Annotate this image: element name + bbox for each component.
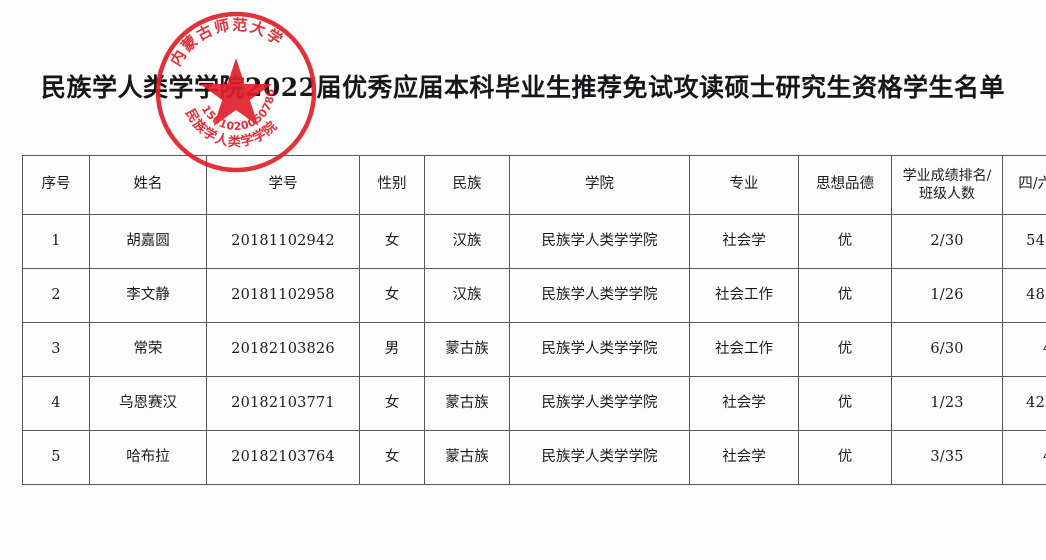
- cell-ethnicity: 蒙古族: [424, 430, 510, 485]
- cell-student-id: 20182103771: [206, 376, 360, 431]
- cell-seq: 2: [22, 268, 90, 323]
- column-header-rank-line1: 学业成绩排名/: [902, 167, 992, 184]
- column-header-seq: 序号: [22, 155, 90, 215]
- cell-ethnicity: 汉族: [424, 268, 510, 323]
- cell-name: 常荣: [89, 322, 207, 377]
- cell-seq: 1: [22, 214, 90, 269]
- cell-ethnicity: 蒙古族: [424, 322, 510, 377]
- svg-text:民族学人类学学院: 民族学人类学学院: [182, 107, 281, 150]
- cell-college: 民族学人类学学院: [509, 376, 690, 431]
- cell-student-id: 20182103764: [206, 430, 360, 485]
- table-body: 1胡嘉圆20181102942女汉族民族学人类学学院社会学优2/30549/45…: [22, 214, 1046, 485]
- table-row: 1胡嘉圆20181102942女汉族民族学人类学学院社会学优2/30549/45…: [22, 214, 1046, 269]
- cell-college: 民族学人类学学院: [509, 322, 690, 377]
- cell-cet: 483/447: [1002, 268, 1046, 323]
- cell-college: 民族学人类学学院: [509, 268, 690, 323]
- cell-seq: 5: [22, 430, 90, 485]
- cell-major: 社会工作: [689, 268, 799, 323]
- cell-college: 民族学人类学学院: [509, 214, 690, 269]
- cell-name: 胡嘉圆: [89, 214, 207, 269]
- cell-morality: 优: [798, 268, 892, 323]
- cell-rank: 1/26: [891, 268, 1003, 323]
- cell-seq: 4: [22, 376, 90, 431]
- cell-cet: 549/458: [1002, 214, 1046, 269]
- table-header: 序号 姓名 学号 性别 民族 学院 专业 思想品德 学业成绩排名/ 班级人数 四…: [22, 155, 1046, 215]
- cell-morality: 优: [798, 322, 892, 377]
- cell-gender: 女: [359, 268, 425, 323]
- student-table: 序号 姓名 学号 性别 民族 学院 专业 思想品德 学业成绩排名/ 班级人数 四…: [22, 155, 1046, 485]
- cell-gender: 女: [359, 376, 425, 431]
- cell-student-id: 20181102942: [206, 214, 360, 269]
- cell-major: 社会学: [689, 430, 799, 485]
- cell-rank: 2/30: [891, 214, 1003, 269]
- cell-seq: 3: [22, 322, 90, 377]
- cell-morality: 优: [798, 376, 892, 431]
- student-table-container: 序号 姓名 学号 性别 民族 学院 专业 思想品德 学业成绩排名/ 班级人数 四…: [22, 155, 1046, 485]
- cell-cet: 427/400: [1002, 376, 1046, 431]
- cell-rank: 3/35: [891, 430, 1003, 485]
- cell-morality: 优: [798, 214, 892, 269]
- cell-name: 李文静: [89, 268, 207, 323]
- cell-cet: 426: [1002, 322, 1046, 377]
- column-header-major: 专业: [689, 155, 799, 215]
- column-header-college: 学院: [509, 155, 690, 215]
- cell-major: 社会学: [689, 376, 799, 431]
- column-header-rank-line2: 班级人数: [919, 186, 975, 202]
- cell-name: 乌恩赛汉: [89, 376, 207, 431]
- cell-major: 社会工作: [689, 322, 799, 377]
- cell-student-id: 20182103826: [206, 322, 360, 377]
- cell-gender: 男: [359, 322, 425, 377]
- column-header-rank: 学业成绩排名/ 班级人数: [891, 155, 1003, 215]
- cell-rank: 1/23: [891, 376, 1003, 431]
- cell-college: 民族学人类学学院: [509, 430, 690, 485]
- cell-ethnicity: 汉族: [424, 214, 510, 269]
- column-header-name: 姓名: [89, 155, 207, 215]
- cell-gender: 女: [359, 430, 425, 485]
- column-header-gender: 性别: [359, 155, 425, 215]
- cell-rank: 6/30: [891, 322, 1003, 377]
- cell-ethnicity: 蒙古族: [424, 376, 510, 431]
- column-header-ethnicity: 民族: [424, 155, 510, 215]
- column-header-student-id: 学号: [206, 155, 360, 215]
- cell-major: 社会学: [689, 214, 799, 269]
- column-header-cet: 四/六级成绩: [1002, 155, 1046, 215]
- cell-student-id: 20181102958: [206, 268, 360, 323]
- column-header-morality: 思想品德: [798, 155, 892, 215]
- cell-morality: 优: [798, 430, 892, 485]
- table-row: 2李文静20181102958女汉族民族学人类学学院社会工作优1/26483/4…: [22, 268, 1046, 323]
- table-header-row: 序号 姓名 学号 性别 民族 学院 专业 思想品德 学业成绩排名/ 班级人数 四…: [22, 155, 1046, 215]
- page-title: 民族学人类学学院2022届优秀应届本科毕业生推荐免试攻读硕士研究生资格学生名单: [40, 73, 1006, 102]
- svg-text:内蒙古师范大学: 内蒙古师范大学: [167, 16, 288, 70]
- cell-name: 哈布拉: [89, 430, 207, 485]
- cell-gender: 女: [359, 214, 425, 269]
- cell-cet: 415: [1002, 430, 1046, 485]
- table-row: 4乌恩赛汉20182103771女蒙古族民族学人类学学院社会学优1/23427/…: [22, 376, 1046, 431]
